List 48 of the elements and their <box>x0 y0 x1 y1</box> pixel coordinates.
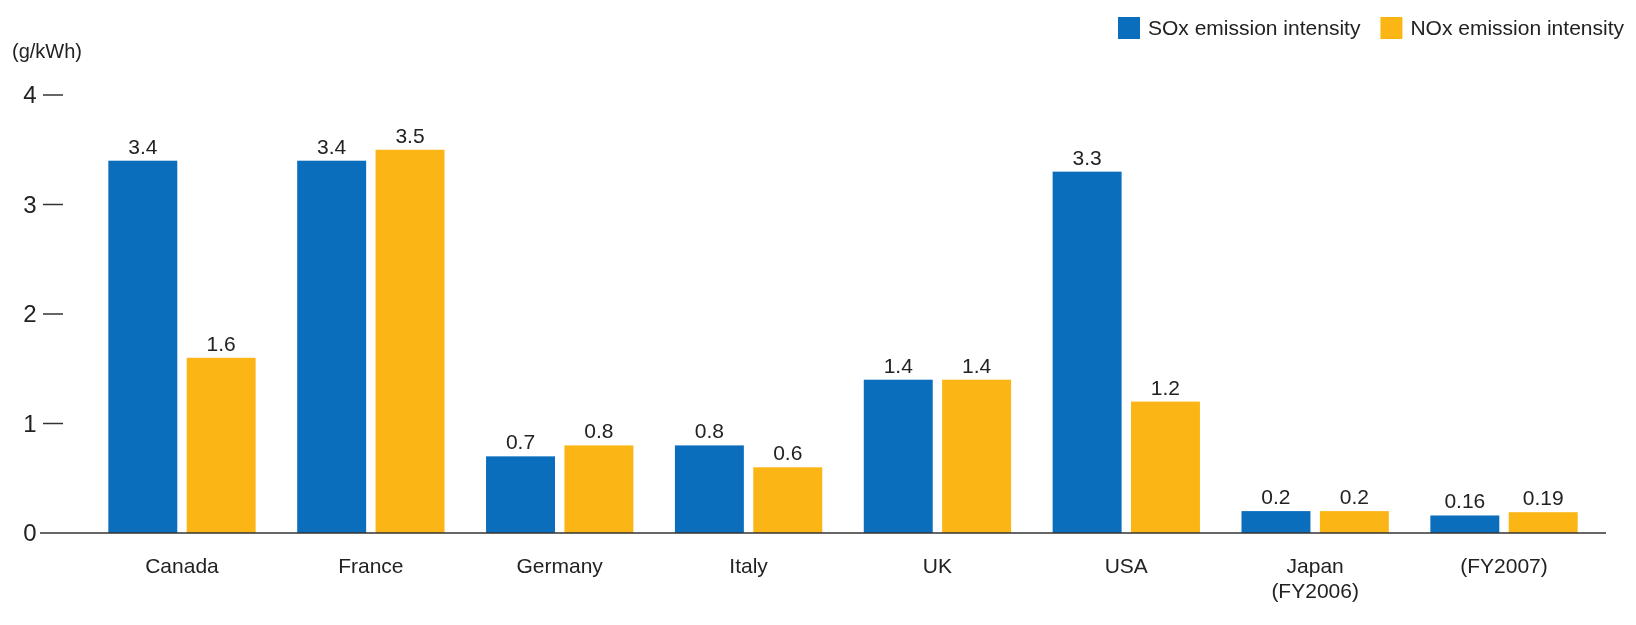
bar <box>674 445 744 533</box>
x-tick-label: UK <box>922 554 953 577</box>
x-tick-label: Canada <box>145 554 220 577</box>
data-label: 0.6 <box>773 441 803 465</box>
bar <box>1508 512 1578 533</box>
legend-label: NOx emission intensity <box>1410 16 1625 40</box>
bar <box>297 160 367 533</box>
x-tick-label: France <box>338 554 404 577</box>
data-label: 0.2 <box>1339 485 1369 509</box>
x-tick-label: (FY2007) <box>1460 554 1548 577</box>
data-label: 0.19 <box>1522 486 1564 510</box>
bar <box>564 445 634 533</box>
y-tick-label: 2 <box>23 300 37 328</box>
data-label: 3.4 <box>317 134 347 158</box>
data-label: 1.4 <box>962 353 992 377</box>
y-tick-label: 4 <box>23 81 37 109</box>
y-tick-label: 3 <box>23 190 37 218</box>
data-label: 1.6 <box>206 331 236 355</box>
data-label: 1.2 <box>1150 375 1181 399</box>
bar <box>108 160 178 533</box>
bar <box>1241 511 1311 533</box>
bar <box>186 357 256 533</box>
y-tick-label: 0 <box>23 519 37 547</box>
bar <box>1430 515 1500 533</box>
x-tick-label: USA <box>1104 554 1148 577</box>
bar <box>375 149 445 533</box>
x-tick-label: Germany <box>516 554 604 577</box>
data-label: 0.7 <box>505 430 536 454</box>
y-axis-title: (g/kWh) <box>12 40 82 62</box>
x-tick-label: Japan (FY2006) <box>1271 554 1359 603</box>
data-label: 1.4 <box>883 353 914 377</box>
bar <box>1319 511 1389 533</box>
bar <box>942 379 1012 533</box>
legend-label: SOx emission intensity <box>1148 16 1361 40</box>
data-label: 0.8 <box>584 419 614 443</box>
y-tick-label: 1 <box>23 409 37 437</box>
data-label: 3.3 <box>1072 145 1102 169</box>
bar <box>1130 401 1200 533</box>
bar <box>753 467 823 533</box>
bar <box>863 379 933 533</box>
bar <box>486 456 556 533</box>
data-label: 0.8 <box>694 419 724 443</box>
data-label: 3.5 <box>395 123 425 147</box>
data-label: 3.4 <box>128 134 158 158</box>
data-label: 0.2 <box>1261 485 1291 509</box>
data-label: 0.16 <box>1444 489 1486 513</box>
bar <box>1052 171 1122 533</box>
x-tick-label: Italy <box>729 554 769 577</box>
